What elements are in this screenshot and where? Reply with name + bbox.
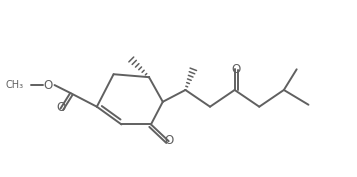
- Text: O: O: [231, 63, 240, 76]
- Text: O: O: [57, 101, 66, 114]
- Text: O: O: [43, 79, 52, 92]
- Text: O: O: [164, 134, 173, 147]
- Text: CH₃: CH₃: [6, 80, 24, 90]
